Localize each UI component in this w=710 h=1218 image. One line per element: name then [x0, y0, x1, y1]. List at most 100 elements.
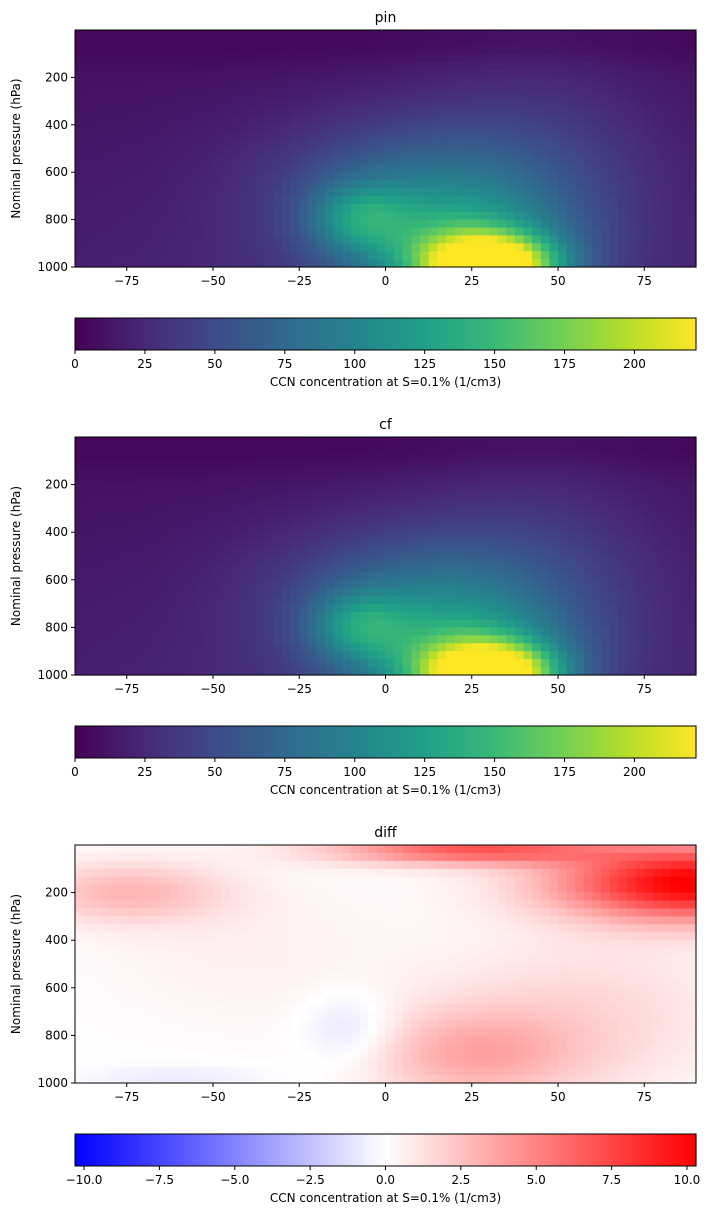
heatmap-cell [463, 627, 473, 636]
heatmap-cell [368, 516, 378, 525]
heatmap-cell [514, 172, 525, 181]
heatmap-cell [75, 659, 85, 668]
heatmap-cell [273, 860, 283, 870]
heatmap-cell [299, 30, 309, 39]
heatmap-cell [161, 579, 171, 589]
heatmap-cell [213, 195, 223, 205]
heatmap-cell [489, 109, 499, 118]
heatmap-cell [402, 437, 412, 446]
heatmap-cell [652, 444, 663, 454]
heatmap-cell [428, 611, 438, 621]
heatmap-cell [135, 852, 145, 862]
heatmap-cell [583, 524, 594, 533]
heatmap-cell [558, 140, 568, 150]
heatmap-cell [670, 235, 680, 244]
y-axis-label: Nominal pressure (hPa) [9, 78, 23, 218]
heatmap-cell [489, 452, 499, 462]
heatmap-cell [333, 845, 343, 854]
heatmap-cell [618, 251, 628, 260]
heatmap-cell [670, 643, 680, 652]
heatmap-cell [100, 611, 111, 621]
heatmap-cell [169, 659, 180, 668]
heatmap-cell [454, 132, 464, 142]
heatmap-cell [635, 516, 645, 525]
heatmap-cell [221, 868, 231, 878]
heatmap-cell [402, 172, 412, 181]
heatmap-cell [204, 172, 214, 181]
heatmap-cell [221, 516, 231, 525]
heatmap-cell [333, 69, 343, 78]
heatmap-cell [100, 619, 111, 628]
heatmap-cell [351, 556, 361, 565]
heatmap-cell [325, 627, 335, 636]
heatmap-cell [75, 251, 85, 260]
heatmap-cell [290, 148, 300, 157]
heatmap-cell [428, 587, 438, 597]
heatmap-cell [480, 468, 490, 478]
heatmap-cell [92, 635, 102, 644]
heatmap-cell [169, 116, 180, 126]
heatmap-cell [351, 93, 361, 102]
heatmap-cell [368, 492, 378, 502]
heatmap-cell [402, 124, 412, 134]
heatmap-cell [480, 148, 490, 157]
heatmap-cell [635, 460, 645, 470]
heatmap-cell [411, 540, 421, 549]
heatmap-cell [221, 452, 231, 462]
heatmap-cell [402, 492, 412, 502]
heatmap-cell [316, 101, 326, 110]
heatmap-cell [687, 635, 697, 644]
heatmap-cell [618, 532, 628, 541]
heatmap-cell [523, 85, 533, 94]
heatmap-cell [532, 37, 542, 47]
heatmap-cell [169, 579, 180, 589]
heatmap-cell [282, 524, 292, 533]
heatmap-cell [506, 516, 516, 525]
heatmap-cell [385, 643, 395, 652]
heatmap-cell [678, 93, 688, 102]
heatmap-cell [178, 195, 188, 205]
heatmap-cell [506, 508, 516, 517]
heatmap-cell [118, 235, 128, 244]
heatmap-cell [169, 524, 180, 533]
heatmap-cell [178, 651, 188, 660]
heatmap-cell [109, 452, 119, 462]
heatmap-cell [230, 860, 240, 870]
heatmap-cell [161, 860, 171, 870]
heatmap-cell [558, 460, 568, 470]
heatmap-cell [523, 524, 533, 533]
heatmap-cell [351, 667, 361, 676]
heatmap-cell [428, 556, 438, 565]
heatmap-cell [687, 30, 697, 39]
heatmap-cell [230, 548, 240, 557]
heatmap-cell [238, 563, 249, 573]
colorbar-swatch [529, 726, 534, 758]
heatmap-cell [445, 492, 456, 502]
heatmap-cell [83, 140, 93, 150]
heatmap-cell [652, 172, 663, 181]
heatmap-cell [506, 85, 516, 94]
panel-pin: pin−75 −50 −25 0 25 50 752004006008001000Nomin… [9, 10, 697, 389]
colorbar-swatch [335, 726, 340, 758]
heatmap-cell [144, 667, 154, 676]
heatmap-cell [583, 532, 594, 541]
heatmap-cell [575, 188, 585, 197]
heatmap-cell [351, 437, 361, 446]
heatmap-cell [549, 540, 559, 549]
heatmap-cell [411, 124, 421, 134]
heatmap-cell [549, 195, 559, 205]
heatmap-cell [506, 595, 516, 605]
heatmap-cell [437, 484, 447, 494]
colorbar-swatch [591, 318, 596, 350]
heatmap-cell [618, 259, 628, 268]
heatmap-cell [394, 156, 404, 165]
heatmap-cell [92, 156, 102, 165]
heatmap-cell [342, 172, 352, 181]
heatmap-cell [204, 556, 214, 565]
heatmap-cell [523, 53, 533, 63]
heatmap-cell [118, 579, 128, 589]
heatmap-cell [420, 643, 430, 652]
heatmap-cell [178, 571, 188, 581]
heatmap-cell [351, 116, 361, 126]
